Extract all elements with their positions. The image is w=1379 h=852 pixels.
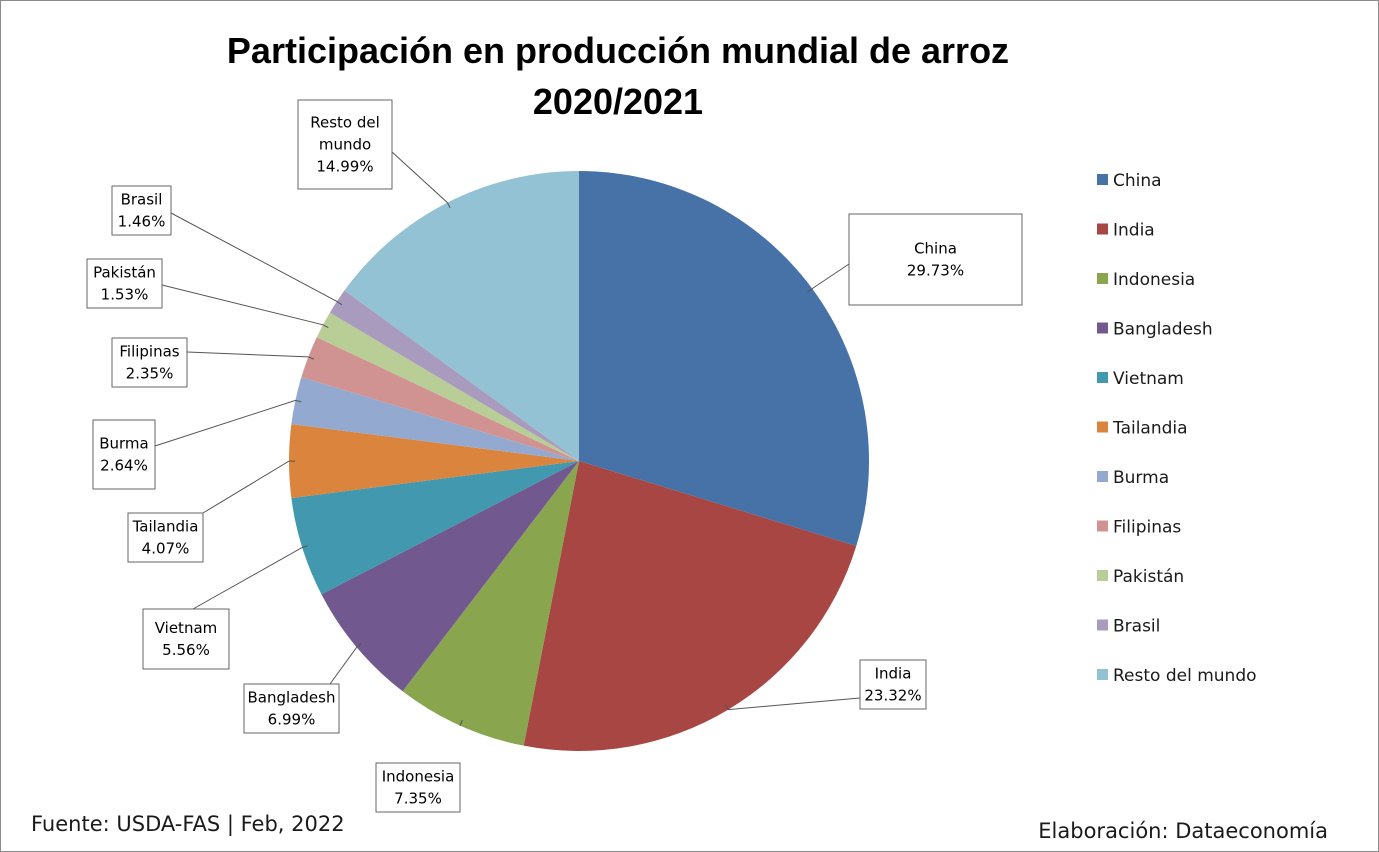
data-labels: China 29.73% India 23.32% Indonesia 7.35% Bang… — [86, 99, 1023, 813]
slice-filipinas — [301, 337, 579, 461]
data-label-name-resto-del-mundo: Resto del — [310, 114, 380, 132]
leader-line-indonesia — [459, 719, 463, 726]
legend-label-brasil: Brasil — [1113, 617, 1160, 637]
legend-swatch-resto-del-mundo — [1097, 669, 1108, 680]
data-label-value-bangladesh: 6.99% — [268, 711, 316, 729]
data-label-name-tailandia: Tailandia — [132, 518, 199, 536]
data-label-name-resto-del-mundo: mundo — [319, 136, 371, 154]
legend-label-pakistan: Pakistán — [1113, 567, 1184, 587]
legend-swatch-bangladesh — [1097, 322, 1108, 334]
leader-line-resto-del-mundo — [391, 151, 451, 209]
credit-note: Elaboración: Dataeconomía — [1038, 819, 1328, 843]
legend-swatch-brasil — [1097, 619, 1108, 631]
slice-india — [523, 461, 857, 751]
data-label-name-pakistan: Pakistán — [93, 264, 156, 282]
leader-line-vietnam — [192, 545, 309, 610]
data-label-name-burma: Burma — [99, 435, 149, 453]
legend-swatch-vietnam — [1097, 372, 1108, 383]
slice-china — [579, 171, 870, 546]
legend-label-bangladesh: Bangladesh — [1113, 320, 1213, 340]
slice-brasil — [329, 290, 579, 461]
legend-swatch-burma — [1097, 471, 1108, 482]
leader-line-filipinas — [186, 351, 315, 360]
legend-swatch-china — [1097, 174, 1108, 185]
data-label-name-filipinas: Filipinas — [119, 343, 179, 361]
label-box-tailandia — [127, 512, 204, 563]
data-label-name-brasil: Brasil — [121, 191, 163, 209]
chart-title-line-2: 2020/2021 — [533, 81, 703, 122]
data-label-value-pakistan: 1.53% — [101, 286, 149, 304]
legend-label-vietnam: Vietnam — [1113, 369, 1184, 389]
label-box-bangladesh — [243, 683, 340, 734]
data-label-value-india: 23.32% — [864, 687, 921, 705]
leader-line-india — [724, 697, 861, 711]
label-box-india — [859, 659, 927, 710]
slice-tailandia — [289, 424, 579, 499]
label-box-china — [848, 213, 1023, 306]
legend-label-burma: Burma — [1113, 468, 1169, 488]
data-label-name-china: China — [914, 240, 957, 258]
data-label-value-indonesia: 7.35% — [394, 790, 442, 808]
data-label-value-filipinas: 2.35% — [126, 365, 174, 383]
label-box-vietnam — [142, 608, 230, 670]
label-box-indonesia — [375, 762, 461, 813]
pie-slices — [289, 171, 870, 751]
slice-bangladesh — [321, 461, 579, 692]
slice-vietnam — [291, 461, 579, 595]
leader-line-tailandia — [202, 460, 295, 514]
leader-line-brasil — [170, 212, 343, 306]
legend: China India Indonesia Bangladesh Vietnam Tail… — [1097, 171, 1257, 686]
slice-pakistan — [316, 312, 579, 461]
leader-lines — [154, 151, 861, 726]
label-box-resto-del-mundo — [297, 99, 393, 190]
legend-swatch-pakistan — [1097, 570, 1108, 581]
legend-swatch-indonesia — [1097, 273, 1108, 284]
data-label-name-indonesia: Indonesia — [382, 768, 455, 786]
label-box-filipinas — [111, 337, 188, 388]
data-label-value-brasil: 1.46% — [118, 213, 166, 231]
legend-swatch-tailandia — [1097, 421, 1108, 433]
legend-label-india: India — [1113, 221, 1155, 241]
data-label-value-vietnam: 5.56% — [162, 641, 210, 659]
slice-burma — [291, 377, 579, 461]
data-label-value-china: 29.73% — [907, 262, 964, 280]
legend-label-china: China — [1113, 171, 1162, 191]
legend-swatch-filipinas — [1097, 520, 1108, 532]
data-label-value-tailandia: 4.07% — [142, 540, 190, 558]
source-note: Fuente: USDA-FAS | Feb, 2022 — [31, 812, 345, 837]
data-label-name-bangladesh: Bangladesh — [248, 689, 336, 707]
leader-line-china — [807, 263, 850, 293]
legend-label-tailandia: Tailandia — [1112, 419, 1188, 439]
data-label-name-india: India — [875, 665, 912, 683]
slice-indonesia — [402, 461, 579, 746]
slice-resto-del-mundo — [344, 171, 579, 461]
legend-label-resto-del-mundo: Resto del mundo — [1113, 666, 1257, 686]
label-box-burma — [92, 419, 156, 490]
legend-label-indonesia: Indonesia — [1113, 270, 1195, 290]
legend-label-filipinas: Filipinas — [1113, 518, 1181, 538]
data-label-name-vietnam: Vietnam — [155, 619, 218, 637]
leader-line-burma — [154, 399, 302, 447]
leader-line-bangladesh — [329, 643, 362, 685]
legend-swatch-india — [1097, 223, 1108, 235]
label-box-brasil — [111, 185, 172, 236]
chart-title-line-1: Participación en producción mundial de a… — [227, 30, 1009, 71]
label-box-pakistan — [86, 258, 163, 309]
leader-line-pakistan — [161, 284, 329, 329]
data-label-value-resto-del-mundo: 14.99% — [316, 158, 373, 176]
data-label-value-burma: 2.64% — [100, 457, 148, 475]
